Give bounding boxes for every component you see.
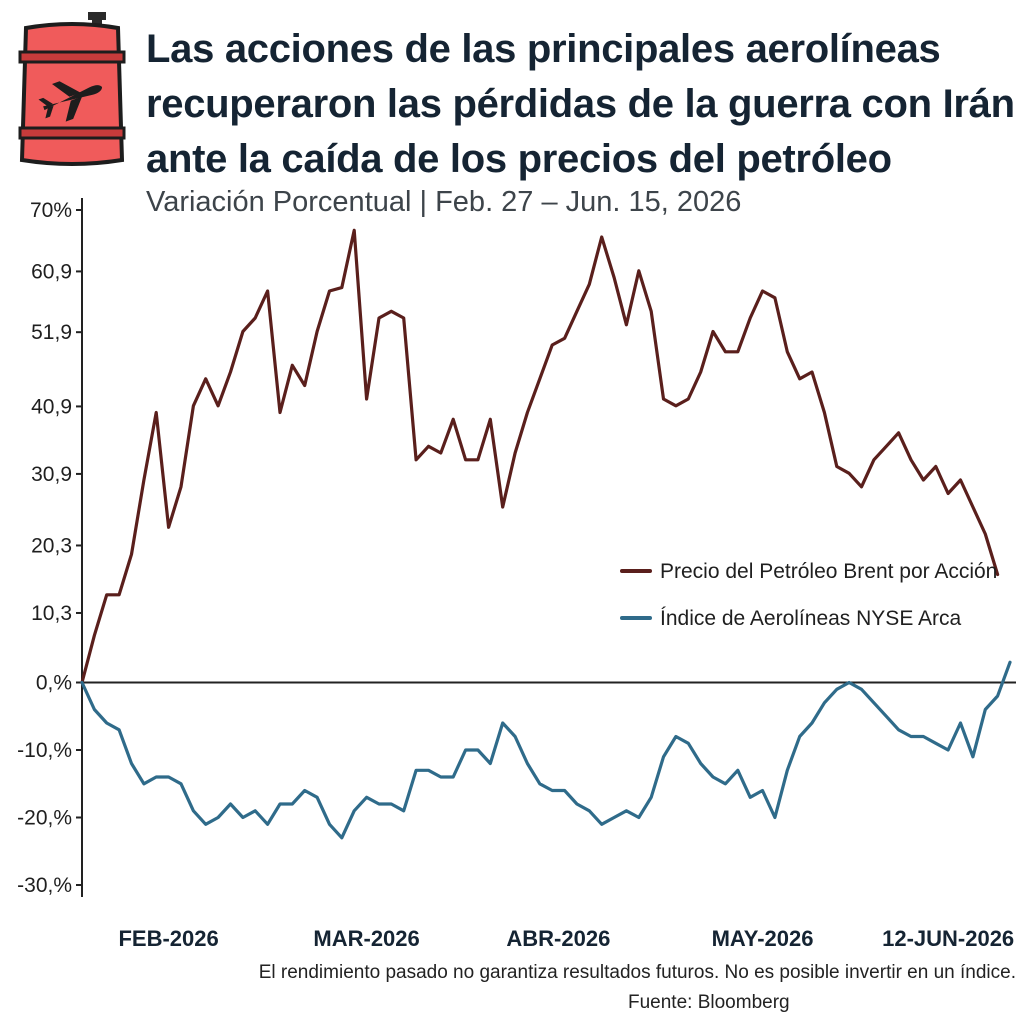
- legend-label: Precio del Petróleo Brent por Acción: [660, 560, 997, 583]
- fuel-barrel-airplane-icon: [18, 12, 126, 166]
- chart-subtitle: Variación Porcentual | Feb. 27 – Jun. 15…: [146, 186, 742, 218]
- x-tick-label: FEB-2026: [118, 926, 218, 951]
- x-tick-label: MAR-2026: [313, 926, 419, 951]
- y-tick-label: -30,%: [17, 874, 72, 897]
- x-tick-label: ABR-2026: [506, 926, 610, 951]
- y-tick-label: -20,%: [17, 807, 72, 830]
- series-line-airlines: [80, 660, 1012, 840]
- x-tick-labels: FEB-2026 MAR-2026 ABR-2026 MAY-2026 12-JUN-2…: [118, 926, 1014, 951]
- x-tick-label: 12-JUN-2026: [882, 926, 1014, 951]
- y-tick-label: 40,9: [31, 395, 72, 418]
- y-tick-label: 60,9: [31, 260, 72, 283]
- y-tick-label: 20,3: [31, 534, 72, 557]
- y-tick-label: 30,9: [31, 463, 72, 486]
- series-lines: [80, 228, 1012, 840]
- y-tick-label: -10,%: [17, 739, 72, 762]
- source-credit: Fuente: Bloomberg: [628, 992, 790, 1013]
- x-tick-label: MAY-2026: [712, 926, 814, 951]
- y-tick-label: 10,3: [31, 602, 72, 625]
- legend-label: Índice de Aerolíneas NYSE Arca: [660, 607, 961, 630]
- series-line-brent: [80, 228, 1000, 685]
- chart-title: Las acciones de las principales aerolíne…: [146, 27, 1015, 181]
- y-tick-label: 70%: [30, 199, 72, 222]
- disclaimer-note: El rendimiento pasado no garantiza resul…: [258, 962, 1016, 983]
- y-tick-labels: 70% 60,9 51,9 40,9 30,9 20,3 10,3 0,% -10,% -20,%…: [17, 199, 82, 897]
- y-tick-label: 0,%: [36, 672, 72, 695]
- y-tick-label: 51,9: [31, 321, 72, 344]
- legend: Precio del Petróleo Brent por Acción Índi…: [620, 560, 997, 630]
